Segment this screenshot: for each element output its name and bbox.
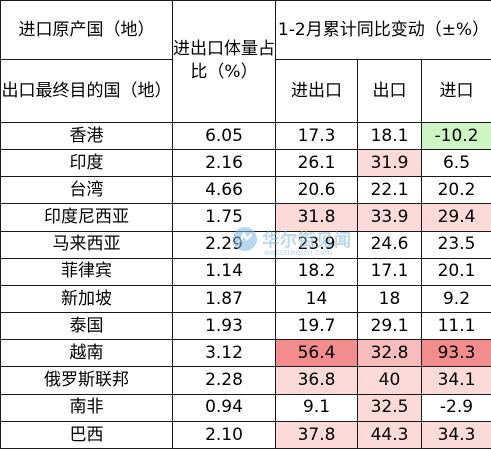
total-change-cell: 23.9: [275, 230, 358, 259]
table-row: 菲律宾 1.14 18.2 17.1 20.1: [0, 257, 491, 286]
export-change-cell: 17.1: [357, 257, 422, 286]
total-change-cell: 17.3: [275, 121, 358, 150]
origin-header: 进口原产国（地）: [0, 0, 173, 61]
share-cell: 6.05: [172, 121, 276, 150]
import-change-cell: 9.2: [420, 284, 491, 314]
table-row: 泰国 1.93 19.7 29.1 11.1: [0, 312, 491, 341]
export-change-cell: 18.1: [357, 121, 422, 150]
export-change-cell: 24.6: [357, 230, 422, 259]
table-row: 印度 2.16 26.1 31.9 6.5: [0, 148, 491, 178]
export-change-cell: 40: [357, 366, 422, 395]
total-change-cell: 14: [275, 284, 358, 314]
share-header: 进出口体量占比（%）: [172, 0, 276, 123]
share-cell: 3.12: [172, 339, 276, 368]
share-cell: 4.66: [172, 176, 276, 205]
import-change-cell: 34.1: [420, 366, 491, 395]
export-change-cell: 31.9: [357, 148, 422, 178]
export-change-cell: 29.1: [357, 312, 422, 341]
region-cell: 越南: [0, 339, 173, 368]
share-cell: 2.10: [172, 420, 276, 449]
total-change-cell: 36.8: [275, 366, 358, 395]
import-change-cell: -2.9: [420, 393, 491, 422]
region-cell: 俄罗斯联邦: [0, 366, 173, 395]
import-change-cell: -10.2: [420, 121, 491, 150]
total-change-cell: 37.8: [275, 420, 358, 449]
region-cell: 马来西亚: [0, 230, 173, 259]
export-change-cell: 22.1: [357, 176, 422, 205]
import-change-cell: 6.5: [420, 148, 491, 178]
table-row: 香港 6.05 17.3 18.1 -10.2: [0, 121, 491, 150]
export-change-cell: 33.9: [357, 203, 422, 232]
share-cell: 1.87: [172, 284, 276, 314]
export-change-cell: 32.8: [357, 339, 422, 368]
import-change-cell: 11.1: [420, 312, 491, 341]
subheader-export: 出口: [357, 59, 422, 123]
import-change-cell: 23.5: [420, 230, 491, 259]
total-change-cell: 19.7: [275, 312, 358, 341]
import-change-cell: 20.2: [420, 176, 491, 205]
table-row: 台湾 4.66 20.6 22.1 20.2: [0, 176, 491, 205]
share-cell: 1.75: [172, 203, 276, 232]
region-cell: 印度: [0, 148, 173, 178]
region-cell: 印度尼西亚: [0, 203, 173, 232]
total-change-cell: 26.1: [275, 148, 358, 178]
export-change-cell: 32.5: [357, 393, 422, 422]
share-cell: 2.28: [172, 366, 276, 395]
total-change-cell: 9.1: [275, 393, 358, 422]
total-change-cell: 18.2: [275, 257, 358, 286]
change-header: 1-2月累计同比变动（±%）: [274, 0, 491, 61]
export-change-cell: 44.3: [357, 420, 422, 449]
total-change-cell: 20.6: [275, 176, 358, 205]
region-cell: 南非: [0, 393, 173, 422]
share-cell: 2.29: [172, 230, 276, 259]
share-cell: 1.93: [172, 312, 276, 341]
table-row: 印度尼西亚 1.75 31.8 33.9 29.4: [0, 203, 491, 232]
region-cell: 菲律宾: [0, 257, 173, 286]
share-cell: 0.94: [172, 393, 276, 422]
region-cell: 新加坡: [0, 284, 173, 314]
total-change-cell: 31.8: [275, 203, 358, 232]
dest-header: 出口最终目的国（地）: [0, 59, 173, 123]
table-row: 巴西 2.10 37.8 44.3 34.3: [0, 420, 491, 449]
import-change-cell: 34.3: [420, 420, 491, 449]
table-row: 俄罗斯联邦 2.28 36.8 40 34.1: [0, 366, 491, 395]
region-cell: 香港: [0, 121, 173, 150]
share-cell: 1.14: [172, 257, 276, 286]
region-cell: 泰国: [0, 312, 173, 341]
region-cell: 巴西: [0, 420, 173, 449]
subheader-total: 进出口: [275, 59, 358, 123]
import-change-cell: 93.3: [420, 339, 491, 368]
table-row: 新加坡 1.87 14 18 9.2: [0, 284, 491, 314]
export-change-cell: 18: [357, 284, 422, 314]
subheader-import: 进口: [420, 59, 491, 123]
import-change-cell: 29.4: [420, 203, 491, 232]
import-change-cell: 20.1: [420, 257, 491, 286]
share-cell: 2.16: [172, 148, 276, 178]
total-change-cell: 56.4: [275, 339, 358, 368]
table-row: 越南 3.12 56.4 32.8 93.3: [0, 339, 491, 368]
table-row: 马来西亚 2.29 23.9 24.6 23.5: [0, 230, 491, 259]
region-cell: 台湾: [0, 176, 173, 205]
table-row: 南非 0.94 9.1 32.5 -2.9: [0, 393, 491, 422]
